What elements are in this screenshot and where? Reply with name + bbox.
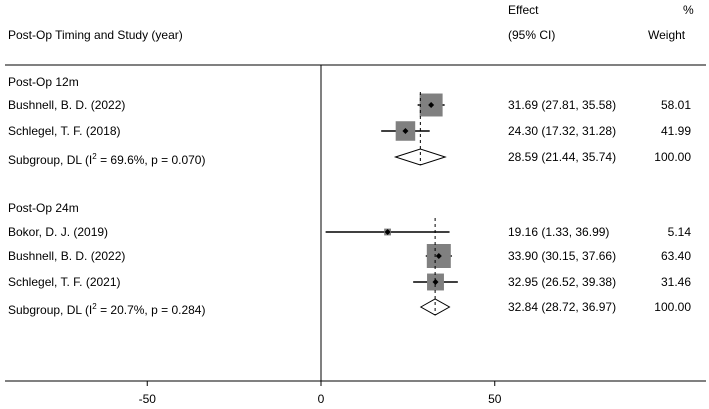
study-label: Bokor, D. J. (2019) bbox=[8, 225, 109, 239]
point-estimate bbox=[435, 253, 442, 259]
study-label: Schlegel, T. F. (2021) bbox=[8, 275, 121, 289]
point-estimate bbox=[428, 102, 435, 108]
x-tick-label: 50 bbox=[488, 392, 502, 406]
effect-ci-label: 33.90 (30.15, 37.66) bbox=[508, 249, 617, 263]
subgroup-weight-label: 100.00 bbox=[654, 300, 691, 314]
x-tick-label: 0 bbox=[317, 392, 325, 406]
weight-label: 41.99 bbox=[660, 124, 691, 138]
study-label: Bushnell, B. D. (2022) bbox=[8, 98, 126, 112]
weight-label: 58.01 bbox=[660, 98, 691, 112]
point-estimate bbox=[432, 279, 439, 285]
subgroup-effect-ci-label: 32.84 (28.72, 36.97) bbox=[508, 300, 617, 314]
weight-label: 5.14 bbox=[667, 225, 691, 239]
effect-ci-label: 19.16 (1.33, 36.99) bbox=[508, 225, 610, 239]
x-tick-label: -50 bbox=[138, 392, 156, 406]
effect-ci-label: 32.95 (26.52, 39.38) bbox=[508, 275, 617, 289]
percent-header: % bbox=[683, 3, 694, 17]
weight-header: Weight bbox=[648, 28, 686, 42]
study-label: Bushnell, B. D. (2022) bbox=[8, 249, 126, 263]
ci-header: (95% CI) bbox=[508, 28, 556, 42]
subgroup-diamond bbox=[419, 298, 451, 316]
effect-ci-label: 31.69 (27.81, 35.58) bbox=[508, 98, 617, 112]
study-label: Schlegel, T. F. (2018) bbox=[8, 124, 121, 138]
point-estimate bbox=[402, 128, 409, 134]
point-estimate bbox=[384, 229, 391, 235]
study-column-header: Post-Op Timing and Study (year) bbox=[8, 28, 183, 42]
weight-label: 63.40 bbox=[660, 249, 691, 263]
subgroup-diamond bbox=[393, 148, 447, 166]
effect-header: Effect bbox=[508, 3, 539, 17]
group-label: Post-Op 24m bbox=[8, 201, 79, 215]
subgroup-label: Subgroup, DL (I2 = 20.7%, p = 0.284) bbox=[8, 302, 206, 317]
weight-label: 31.46 bbox=[660, 275, 691, 289]
group-label: Post-Op 12m bbox=[8, 75, 79, 89]
subgroup-label: Subgroup, DL (I2 = 69.6%, p = 0.070) bbox=[8, 152, 206, 167]
subgroup-effect-ci-label: 28.59 (21.44, 35.74) bbox=[508, 150, 617, 164]
effect-ci-label: 24.30 (17.32, 31.28) bbox=[508, 124, 617, 138]
subgroup-weight-label: 100.00 bbox=[654, 150, 691, 164]
